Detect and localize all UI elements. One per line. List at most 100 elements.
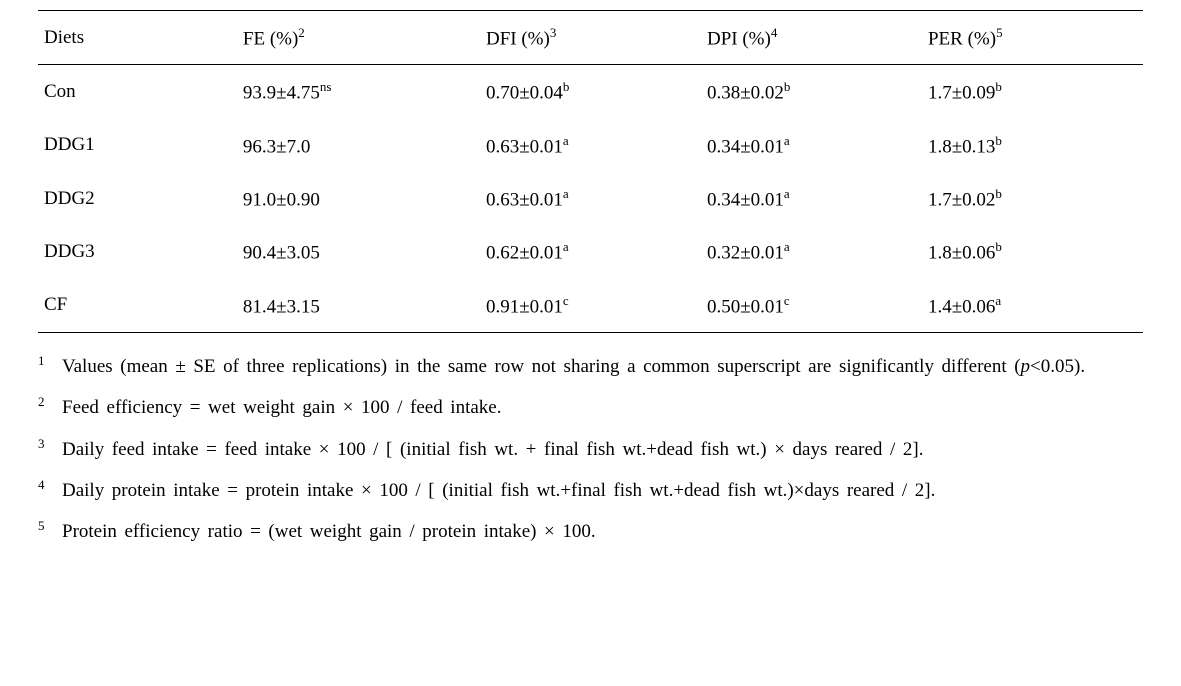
- cell-value: 0.63±0.01: [486, 136, 563, 157]
- cell-per: 1.8±0.06b: [922, 225, 1143, 278]
- cell-sup: b: [563, 79, 570, 94]
- cell-sup: c: [563, 293, 569, 308]
- col-header-label: Diets: [44, 27, 84, 48]
- cell-fe: 81.4±3.15: [237, 279, 480, 333]
- cell-value: 91.0±0.90: [243, 189, 320, 210]
- col-header-per: PER (%)5: [922, 11, 1143, 65]
- footnote-number: 5: [38, 515, 54, 536]
- cell-dpi: 0.50±0.01c: [701, 279, 922, 333]
- cell-value: 1.7±0.09: [928, 83, 995, 104]
- footnote-3: 3 Daily feed intake = feed intake × 100 …: [38, 434, 1143, 465]
- cell-dfi: 0.63±0.01a: [480, 172, 701, 225]
- col-header-dfi: DFI (%)3: [480, 11, 701, 65]
- footnote-text: Protein efficiency ratio = (wet weight g…: [62, 516, 1143, 547]
- table-row: CF 81.4±3.15 0.91±0.01c 0.50±0.01c 1.4±0…: [38, 279, 1143, 333]
- cell-sup: b: [995, 239, 1002, 254]
- table-body: Con 93.9±4.75ns 0.70±0.04b 0.38±0.02b 1.…: [38, 65, 1143, 333]
- footnote-number: 4: [38, 474, 54, 495]
- cell-dpi: 0.34±0.01a: [701, 172, 922, 225]
- col-header-sup: 4: [771, 25, 778, 40]
- cell-sup: a: [563, 239, 569, 254]
- header-row: Diets FE (%)2 DFI (%)3 DPI (%)4 PER (%)5: [38, 11, 1143, 65]
- cell-value: 1.8±0.13: [928, 136, 995, 157]
- table-row: DDG2 91.0±0.90 0.63±0.01a 0.34±0.01a 1.7…: [38, 172, 1143, 225]
- cell-value: 96.3±7.0: [243, 136, 310, 157]
- col-header-diets: Diets: [38, 11, 237, 65]
- col-header-label: FE (%): [243, 28, 298, 49]
- cell-per: 1.4±0.06a: [922, 279, 1143, 333]
- footnote-2: 2 Feed efficiency = wet weight gain × 10…: [38, 392, 1143, 423]
- footnote-text: Daily feed intake = feed intake × 100 / …: [62, 434, 1143, 465]
- cell-value: 1.8±0.06: [928, 243, 995, 264]
- cell-sup: a: [995, 293, 1001, 308]
- cell-value: 90.4±3.05: [243, 243, 320, 264]
- cell-fe: 93.9±4.75ns: [237, 65, 480, 119]
- footnote-text: Feed efficiency = wet weight gain × 100 …: [62, 392, 1143, 423]
- cell-dpi: 0.34±0.01a: [701, 119, 922, 172]
- footnote-fragment: Values (mean ± SE of three replications)…: [62, 356, 1021, 377]
- cell-dfi: 0.62±0.01a: [480, 225, 701, 278]
- col-header-dpi: DPI (%)4: [701, 11, 922, 65]
- col-header-sup: 5: [996, 25, 1003, 40]
- table-row: DDG3 90.4±3.05 0.62±0.01a 0.32±0.01a 1.8…: [38, 225, 1143, 278]
- cell-sup: b: [995, 186, 1002, 201]
- cell-sup: a: [784, 186, 790, 201]
- footnote-4: 4 Daily protein intake = protein intake …: [38, 475, 1143, 506]
- cell-value: 0.32±0.01: [707, 243, 784, 264]
- col-header-sup: 2: [298, 25, 305, 40]
- footnote-number: 3: [38, 433, 54, 454]
- table-header: Diets FE (%)2 DFI (%)3 DPI (%)4 PER (%)5: [38, 11, 1143, 65]
- cell-sup: b: [995, 79, 1002, 94]
- cell-dpi: 0.32±0.01a: [701, 225, 922, 278]
- cell-dpi: 0.38±0.02b: [701, 65, 922, 119]
- col-header-fe: FE (%)2: [237, 11, 480, 65]
- cell-diet: DDG3: [38, 225, 237, 278]
- cell-diet: DDG2: [38, 172, 237, 225]
- footnote-text: Values (mean ± SE of three replications)…: [62, 351, 1143, 382]
- cell-sup: ns: [320, 79, 332, 94]
- cell-value: 0.70±0.04: [486, 83, 563, 104]
- cell-dfi: 0.63±0.01a: [480, 119, 701, 172]
- cell-sup: a: [563, 133, 569, 148]
- cell-value: 1.4±0.06: [928, 296, 995, 317]
- cell-dfi: 0.91±0.01c: [480, 279, 701, 333]
- footnote-number: 2: [38, 391, 54, 412]
- footnotes: 1 Values (mean ± SE of three replication…: [38, 351, 1143, 548]
- col-header-label: PER (%): [928, 28, 996, 49]
- footnote-fragment: <0.05).: [1030, 356, 1085, 377]
- col-header-sup: 3: [550, 25, 557, 40]
- cell-value: 0.62±0.01: [486, 243, 563, 264]
- footnote-italic: p: [1021, 356, 1031, 377]
- cell-per: 1.7±0.02b: [922, 172, 1143, 225]
- cell-fe: 96.3±7.0: [237, 119, 480, 172]
- cell-value: 81.4±3.15: [243, 296, 320, 317]
- footnote-1: 1 Values (mean ± SE of three replication…: [38, 351, 1143, 382]
- col-header-label: DPI (%): [707, 28, 771, 49]
- cell-value: 0.91±0.01: [486, 296, 563, 317]
- data-table: Diets FE (%)2 DFI (%)3 DPI (%)4 PER (%)5…: [38, 10, 1143, 333]
- cell-value: 1.7±0.02: [928, 189, 995, 210]
- cell-diet: DDG1: [38, 119, 237, 172]
- cell-value: 0.50±0.01: [707, 296, 784, 317]
- footnote-text: Daily protein intake = protein intake × …: [62, 475, 1143, 506]
- footnote-5: 5 Protein efficiency ratio = (wet weight…: [38, 516, 1143, 547]
- cell-value: 0.34±0.01: [707, 136, 784, 157]
- footnote-number: 1: [38, 350, 54, 371]
- cell-sup: a: [784, 239, 790, 254]
- cell-value: 0.38±0.02: [707, 83, 784, 104]
- cell-sup: a: [563, 186, 569, 201]
- cell-diet: Con: [38, 65, 237, 119]
- cell-sup: b: [784, 79, 791, 94]
- table-row: DDG1 96.3±7.0 0.63±0.01a 0.34±0.01a 1.8±…: [38, 119, 1143, 172]
- cell-diet: CF: [38, 279, 237, 333]
- cell-fe: 90.4±3.05: [237, 225, 480, 278]
- cell-value: 0.63±0.01: [486, 189, 563, 210]
- cell-dfi: 0.70±0.04b: [480, 65, 701, 119]
- cell-value: 0.34±0.01: [707, 189, 784, 210]
- cell-sup: b: [995, 133, 1002, 148]
- cell-per: 1.7±0.09b: [922, 65, 1143, 119]
- cell-sup: a: [784, 133, 790, 148]
- cell-sup: c: [784, 293, 790, 308]
- table-row: Con 93.9±4.75ns 0.70±0.04b 0.38±0.02b 1.…: [38, 65, 1143, 119]
- cell-per: 1.8±0.13b: [922, 119, 1143, 172]
